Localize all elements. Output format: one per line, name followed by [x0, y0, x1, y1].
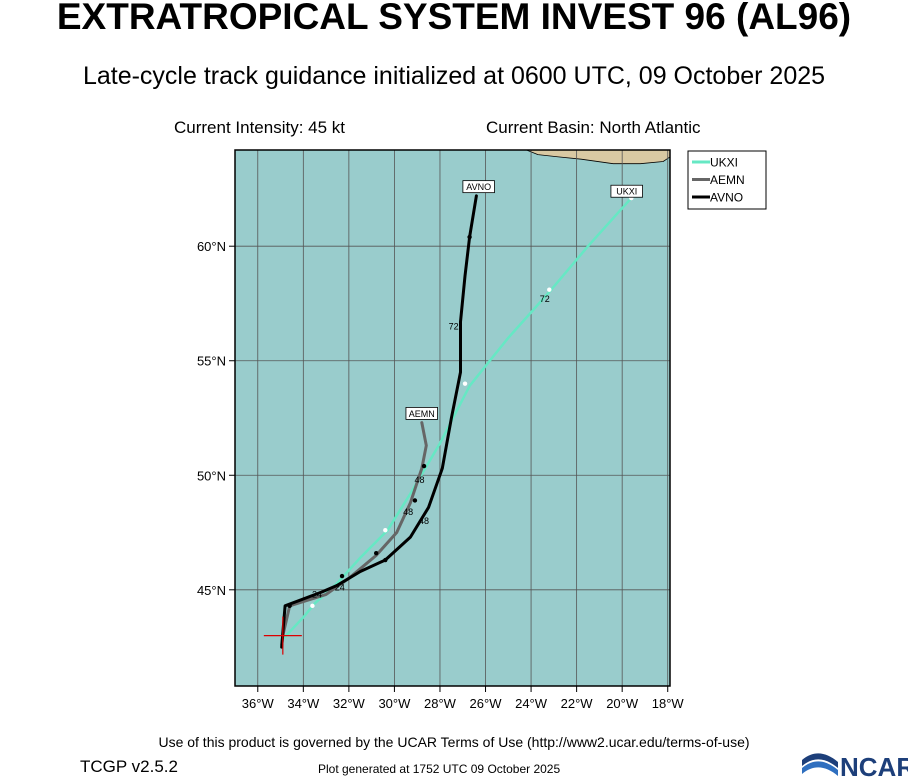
track-marker-avno	[412, 498, 418, 503]
track-aemn	[280, 421, 428, 647]
x-tick-label: 26°W	[470, 696, 503, 711]
x-tick-label: 18°W	[652, 696, 685, 711]
forecast-hour-label: 48	[419, 516, 429, 526]
model-tag-box	[462, 180, 495, 194]
generated-timestamp: Plot generated at 1752 UTC 09 October 20…	[318, 762, 561, 776]
x-tick-label: 24°W	[515, 696, 548, 711]
track-marker-ukxi	[383, 528, 388, 533]
subtitle: Late-cycle track guidance initialized at…	[82, 62, 826, 90]
model-tag-label: UKXI	[616, 187, 637, 197]
version-label: TCGP v2.5.2	[80, 757, 178, 776]
track-marker-ukxi	[547, 287, 552, 292]
track-marker-ukxi	[462, 381, 468, 386]
ncar-logo: NCAR	[802, 752, 908, 780]
y-tick-label: 45°N	[197, 583, 226, 598]
current-basin: Current Basin: North Atlantic	[486, 118, 701, 137]
plot-frame	[234, 149, 671, 687]
model-tag-label: AEMN	[409, 409, 435, 419]
land-iceland	[526, 150, 670, 165]
x-tick-label: 28°W	[424, 696, 457, 711]
model-tag-box	[610, 184, 643, 198]
x-tick-label: 20°W	[606, 696, 639, 711]
forecast-hour-label: 24	[335, 583, 345, 593]
track-marker-avno	[467, 234, 472, 240]
y-tick-label: 55°N	[197, 354, 226, 369]
current-intensity: Current Intensity: 45 kt	[174, 118, 346, 137]
track-ukxi	[282, 196, 633, 640]
terms-of-use: Use of this product is governed by the U…	[158, 734, 750, 750]
forecast-hour-label: 72	[540, 294, 550, 304]
forecast-hour-label: 48	[403, 507, 413, 517]
y-tick-label: 50°N	[197, 468, 226, 483]
y-tick-label: 60°N	[197, 239, 226, 254]
legend-label-ukxi: UKXI	[710, 156, 738, 170]
model-tag-label: AVNO	[466, 182, 491, 192]
x-tick-label: 32°W	[333, 696, 366, 711]
ncar-logo-swoosh-icon	[802, 753, 838, 776]
track-marker-aemn	[421, 463, 427, 469]
main-title: EXTRATROPICAL SYSTEM INVEST 96 (AL96)	[56, 0, 852, 37]
model-tag-box	[405, 407, 438, 420]
track-marker-avno	[339, 573, 345, 579]
forecast-hour-label: 48	[414, 475, 424, 485]
legend-label-aemn: AEMN	[710, 173, 745, 187]
x-tick-label: 30°W	[378, 696, 411, 711]
track-avno	[280, 194, 478, 649]
ncar-logo-text: NCAR	[840, 752, 908, 780]
x-tick-label: 22°W	[561, 696, 594, 711]
track-marker-avno	[383, 557, 388, 563]
legend-label-avno: AVNO	[710, 191, 743, 205]
x-tick-label: 34°W	[287, 696, 320, 711]
x-tick-label: 36°W	[242, 696, 275, 711]
forecast-hour-label: 72	[449, 321, 459, 331]
track-marker-aemn	[374, 550, 379, 556]
track-marker-ukxi	[310, 603, 315, 609]
